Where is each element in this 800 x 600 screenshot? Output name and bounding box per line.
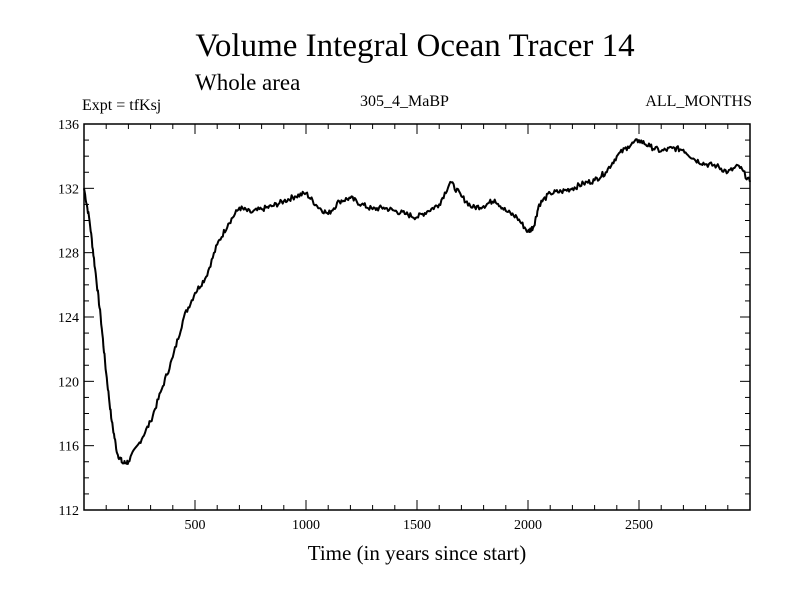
y-tick-label: 136 (58, 118, 79, 133)
plot-frame (83, 123, 751, 511)
period-label: 305_4_MaBP (360, 93, 449, 110)
y-tick-label: 132 (58, 182, 79, 197)
chart-subtitle: Whole area (195, 70, 301, 95)
y-tick-label: 120 (58, 375, 79, 390)
series-line (83, 138, 751, 465)
tick-labels: 500 1000 1500 2000 2500 112 116 120 124 128 132 136 (58, 118, 653, 533)
months-label: ALL_MONTHS (645, 93, 752, 110)
y-tick-label: 128 (58, 247, 79, 262)
chart-title: Volume Integral Ocean Tracer 14 (195, 28, 635, 64)
x-tick-label: 500 (185, 518, 206, 533)
experiment-label: Expt = tfKsj (82, 97, 162, 114)
x-axis-label: Time (in years since start) (307, 541, 527, 565)
y-tick-label: 112 (59, 504, 79, 519)
x-tick-label: 2000 (514, 518, 542, 533)
x-tick-label: 1000 (292, 518, 320, 533)
axis-ticks (84, 124, 750, 510)
x-tick-label: 2500 (625, 518, 653, 533)
y-tick-label: 116 (59, 440, 79, 455)
y-tick-label: 124 (58, 311, 79, 326)
x-tick-label: 1500 (403, 518, 431, 533)
